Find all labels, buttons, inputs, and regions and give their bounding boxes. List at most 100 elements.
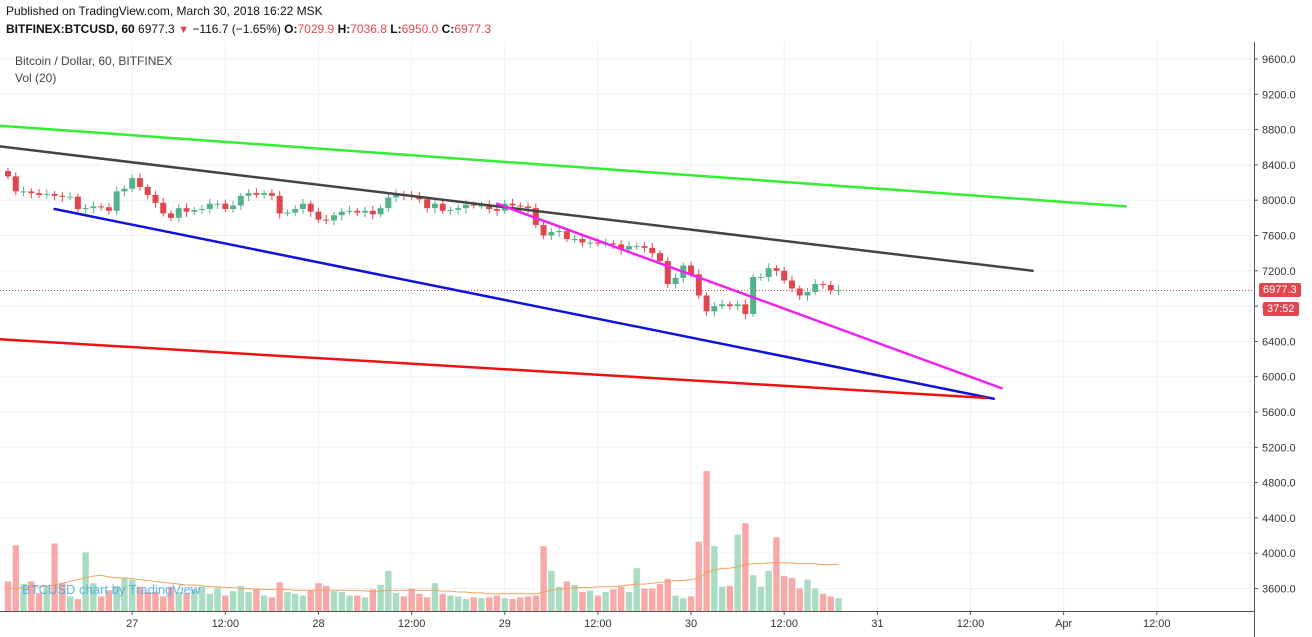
- candle-body: [253, 193, 260, 195]
- volume-bar: [454, 596, 462, 611]
- volume-bar: [470, 597, 477, 611]
- trendline-red: [0, 337, 988, 400]
- time-tick-label: 28: [312, 618, 324, 630]
- high-value: 7036.8: [350, 22, 387, 36]
- price-tick-label: 4400.0: [1262, 513, 1296, 525]
- volume-bar: [633, 568, 640, 611]
- candle-body: [377, 208, 384, 215]
- candle-body: [563, 231, 570, 240]
- volume-bar: [346, 595, 353, 611]
- candle-body: [711, 306, 718, 312]
- tradingview-watermark[interactable]: BTCUSD chart by TradingView: [22, 582, 201, 597]
- candle-body: [726, 304, 733, 307]
- volume-bar: [617, 586, 625, 611]
- price-tick-label: 8800.0: [1262, 125, 1296, 137]
- last-value: 6977.3: [138, 22, 175, 36]
- volume-bar: [400, 596, 408, 611]
- volume-bar: [90, 583, 97, 611]
- volume-bar: [819, 593, 827, 611]
- volume-bar: [462, 599, 470, 611]
- candle-body: [439, 203, 446, 211]
- volume-bar: [97, 596, 105, 611]
- candle-body: [51, 194, 58, 196]
- volume-bar: [703, 471, 710, 611]
- volume-bar: [540, 546, 547, 611]
- volume-bar: [121, 577, 128, 611]
- volume-bar: [555, 586, 563, 611]
- candle-body: [299, 203, 306, 210]
- volume-bar: [361, 597, 369, 611]
- candle-body: [695, 274, 702, 296]
- candle-body: [160, 202, 167, 214]
- volume-bar: [206, 593, 214, 611]
- price-tick-label: 7600.0: [1262, 231, 1296, 243]
- candle-body: [354, 210, 361, 213]
- volume-bar: [354, 595, 361, 611]
- volume-bar: [749, 575, 757, 611]
- volume-bar: [167, 586, 175, 611]
- high-label: H:: [337, 22, 351, 36]
- candle-body: [5, 171, 11, 177]
- volume-bar: [478, 598, 485, 611]
- volume-bar: [152, 592, 159, 611]
- candle-body: [587, 242, 594, 244]
- volume-legend[interactable]: Vol (20): [15, 71, 57, 85]
- volume-bar: [175, 592, 182, 611]
- candle-body: [393, 194, 400, 198]
- candle-body: [486, 205, 493, 210]
- open-label: O:: [284, 22, 298, 36]
- candle-body: [610, 243, 617, 245]
- volume-bars: [4, 471, 842, 611]
- candle-body: [540, 224, 547, 236]
- candle-body: [820, 284, 827, 286]
- candle-body: [462, 204, 469, 209]
- volume-bar: [222, 595, 229, 611]
- volume-bar: [245, 592, 252, 611]
- candle-body: [245, 193, 252, 196]
- candle-body: [199, 209, 206, 211]
- volume-bar: [82, 552, 89, 611]
- volume-bar: [66, 596, 74, 611]
- volume-bar: [43, 586, 51, 611]
- candle-body: [664, 261, 671, 285]
- candle-body: [525, 206, 532, 209]
- volume-bar: [812, 588, 819, 611]
- published-line: Published on TradingView.com, March 30, …: [6, 4, 323, 18]
- countdown-tag: 37:52: [1263, 302, 1299, 316]
- candle-body: [323, 219, 330, 221]
- open-value: 7029.9: [297, 22, 335, 36]
- candle-body: [618, 244, 625, 250]
- price-tick-label: 4800.0: [1262, 478, 1296, 490]
- candle-body: [470, 204, 477, 206]
- volume-bar: [765, 570, 772, 611]
- volume-bar: [105, 590, 113, 611]
- candle-body: [315, 211, 322, 220]
- candle-body: [579, 239, 586, 243]
- time-tick-label: 30: [685, 618, 697, 630]
- candle-body: [494, 209, 501, 211]
- candle-body: [36, 193, 43, 195]
- volume-bar: [524, 596, 532, 611]
- volume-bar: [773, 537, 780, 611]
- volume-bar: [649, 588, 656, 611]
- volume-bar: [284, 592, 291, 611]
- series-legend[interactable]: Bitcoin / Dollar, 60, BITFINEX: [15, 54, 173, 68]
- candle-body: [168, 213, 175, 218]
- volume-bar: [35, 592, 43, 611]
- volume-bar: [12, 545, 19, 611]
- candle-body: [276, 195, 283, 214]
- time-tick-label: 12:00: [584, 618, 612, 630]
- volume-bar: [51, 543, 58, 611]
- price-tick-label: 3600.0: [1262, 584, 1296, 596]
- volume-bar: [827, 596, 834, 611]
- candle-body: [688, 265, 695, 275]
- candle-body: [703, 295, 710, 312]
- candle-body: [757, 276, 764, 278]
- candle-body: [556, 231, 563, 233]
- candle-body: [191, 209, 198, 212]
- symbol-label: BITFINEX:BTCUSD, 60: [6, 22, 135, 36]
- candle-body: [532, 208, 539, 225]
- candle-body: [509, 203, 516, 206]
- volume-bar: [423, 597, 431, 611]
